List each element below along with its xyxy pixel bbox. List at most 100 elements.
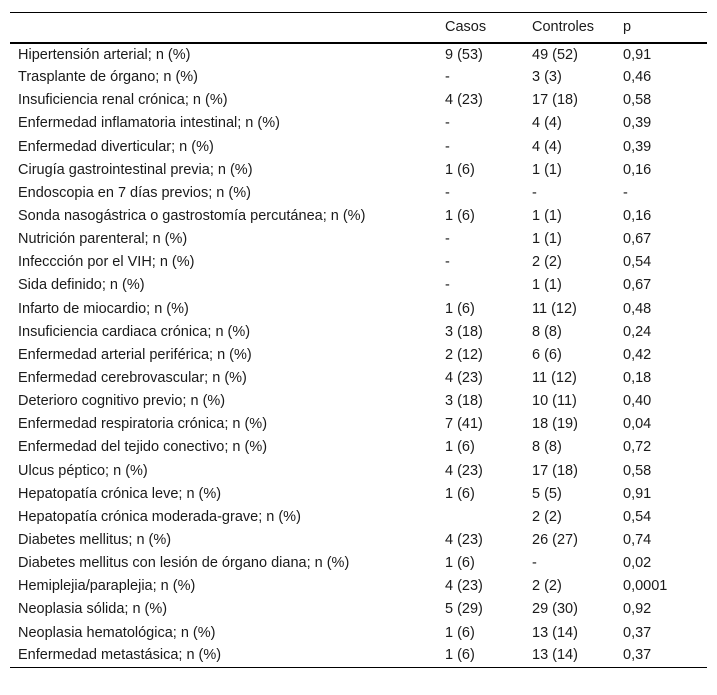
row-label: Diabetes mellitus con lesión de órgano d…: [18, 555, 350, 572]
cell-p-value: 0,42: [623, 346, 652, 363]
cell-casos: 5 (29): [445, 601, 483, 618]
page: { "page": { "background_color": "#ffffff…: [0, 12, 717, 695]
cell-controles: 26 (27): [532, 532, 578, 549]
cell-casos: 2 (12): [445, 346, 483, 363]
table-row: Diabetes mellitus; n (%) 4 (23) 26 (27) …: [10, 528, 707, 551]
table-row: Enfermedad del tejido conectivo; n (%) 1…: [10, 436, 707, 459]
cell-casos: 1 (6): [445, 624, 475, 641]
row-label: Enfermedad metastásica; n (%): [18, 647, 222, 664]
cell-casos: 1 (6): [445, 208, 475, 225]
cell-controles: 18 (19): [532, 416, 578, 433]
cell-controles: 1 (1): [532, 161, 562, 178]
cell-controles: 49 (52): [532, 46, 578, 63]
cell-p-value: 0,02: [623, 555, 652, 572]
cell-controles: 17 (18): [532, 92, 578, 109]
cell-controles: -: [532, 555, 537, 572]
table-row: Enfermedad arterial periférica; n (%) 2 …: [10, 343, 707, 366]
table-row: Ulcus péptico; n (%) 4 (23) 17 (18) 0,58: [10, 459, 707, 482]
cell-controles: 3 (3): [532, 69, 562, 86]
table-row: Hepatopatía crónica leve; n (%) 1 (6) 5 …: [10, 482, 707, 505]
cell-p-value: 0,37: [623, 647, 652, 664]
cell-casos: 4 (23): [445, 578, 483, 595]
cell-controles: 11 (12): [532, 300, 577, 317]
table-row: Nutrición parenteral; n (%) - 1 (1) 0,67: [10, 228, 707, 251]
cell-casos: 1 (6): [445, 555, 475, 572]
table-row: Enfermedad diverticular; n (%) - 4 (4) 0…: [10, 135, 707, 158]
cell-p-value: 0,92: [623, 601, 652, 618]
cell-controles: 29 (30): [532, 601, 578, 618]
cell-p-value: 0,54: [623, 254, 652, 271]
row-label: Enfermedad cerebrovascular; n (%): [18, 370, 247, 387]
cell-casos: -: [445, 277, 450, 294]
cell-controles: 11 (12): [532, 370, 577, 387]
cell-p-value: 0,04: [623, 416, 652, 433]
cell-controles: 1 (1): [532, 208, 562, 225]
row-label: Enfermedad arterial periférica; n (%): [18, 346, 252, 363]
cell-p-value: 0,67: [623, 277, 652, 294]
row-label: Enfermedad inflamatoria intestinal; n (%…: [18, 115, 280, 132]
cell-casos: [445, 505, 532, 528]
table-row: Neoplasia hematológica; n (%) 1 (6) 13 (…: [10, 621, 707, 644]
table-row: Deterioro cognitivo previo; n (%) 3 (18)…: [10, 390, 707, 413]
table-row: Insuficiencia renal crónica; n (%) 4 (23…: [10, 89, 707, 112]
row-label: Hepatopatía crónica leve; n (%): [18, 485, 222, 502]
cell-controles: 5 (5): [532, 485, 562, 502]
cell-p-value: 0,16: [623, 208, 652, 225]
cell-casos: -: [445, 254, 450, 271]
cell-p-value: -: [623, 184, 628, 201]
row-label: Ulcus péptico; n (%): [18, 462, 148, 479]
table-row: Hemiplejia/paraplejia; n (%) 4 (23) 2 (2…: [10, 575, 707, 598]
table-row: Enfermedad metastásica; n (%) 1 (6) 13 (…: [10, 644, 707, 667]
table-row: Endoscopia en 7 días previos; n (%) - - …: [10, 181, 707, 204]
row-label: Infarto de miocardio; n (%): [18, 300, 189, 317]
table-row: Insuficiencia cardiaca crónica; n (%) 3 …: [10, 320, 707, 343]
row-label: Neoplasia hematológica; n (%): [18, 624, 216, 641]
cell-p-value: 0,74: [623, 532, 652, 549]
table-row: Neoplasia sólida; n (%) 5 (29) 29 (30) 0…: [10, 598, 707, 621]
cell-casos: 3 (18): [445, 323, 483, 340]
comorbidity-table: Casos Controles p Hipertensión arterial;…: [10, 12, 707, 668]
cell-casos: 1 (6): [445, 300, 475, 317]
cell-p-value: 0,58: [623, 92, 652, 109]
cell-casos: 4 (23): [445, 370, 483, 387]
cell-p-value: 0,18: [623, 370, 652, 387]
row-label: Endoscopia en 7 días previos; n (%): [18, 184, 251, 201]
cell-casos: 4 (23): [445, 92, 483, 109]
cell-controles: 4 (4): [532, 115, 562, 132]
table-body: Hipertensión arterial; n (%) 9 (53) 49 (…: [10, 43, 707, 668]
row-label: Infeccción por el VIH; n (%): [18, 254, 195, 271]
cell-controles: 17 (18): [532, 462, 578, 479]
cell-casos: 9 (53): [445, 46, 483, 63]
cell-casos: 1 (6): [445, 485, 475, 502]
cell-p-value: 0,46: [623, 69, 652, 86]
cell-controles: 4 (4): [532, 138, 562, 155]
cell-controles: 8 (8): [532, 439, 562, 456]
row-label: Hemiplejia/paraplejia; n (%): [18, 578, 196, 595]
row-label: Sonda nasogástrica o gastrostomía percut…: [18, 208, 366, 225]
row-label: Enfermedad del tejido conectivo; n (%): [18, 439, 268, 456]
cell-controles: 6 (6): [532, 346, 562, 363]
cell-casos: 1 (6): [445, 647, 475, 664]
cell-casos: 3 (18): [445, 393, 483, 410]
table-row: Infeccción por el VIH; n (%) - 2 (2) 0,5…: [10, 251, 707, 274]
cell-controles: 1 (1): [532, 277, 562, 294]
cell-p-value: 0,39: [623, 115, 652, 132]
cell-casos: 1 (6): [445, 439, 475, 456]
header-controles: Controles: [532, 12, 623, 44]
cell-casos: -: [445, 184, 450, 201]
cell-p-value: 0,58: [623, 462, 652, 479]
paper-table-page: Casos Controles p Hipertensión arterial;…: [0, 12, 717, 695]
cell-p-value: 0,37: [623, 624, 652, 641]
table-row: Enfermedad inflamatoria intestinal; n (%…: [10, 112, 707, 135]
row-label: Cirugía gastrointestinal previa; n (%): [18, 161, 253, 178]
table-row: Enfermedad respiratoria crónica; n (%) 7…: [10, 413, 707, 436]
cell-p-value: 0,40: [623, 393, 652, 410]
cell-controles: 13 (14): [532, 647, 578, 664]
table-row: Enfermedad cerebrovascular; n (%) 4 (23)…: [10, 366, 707, 389]
row-label: Insuficiencia renal crónica; n (%): [18, 92, 228, 109]
cell-p-value: 0,48: [623, 300, 652, 317]
cell-casos: -: [445, 138, 450, 155]
cell-p-value: 0,24: [623, 323, 652, 340]
row-label: Hipertensión arterial; n (%): [18, 46, 191, 63]
table-row: Sonda nasogástrica o gastrostomía percut…: [10, 204, 707, 227]
